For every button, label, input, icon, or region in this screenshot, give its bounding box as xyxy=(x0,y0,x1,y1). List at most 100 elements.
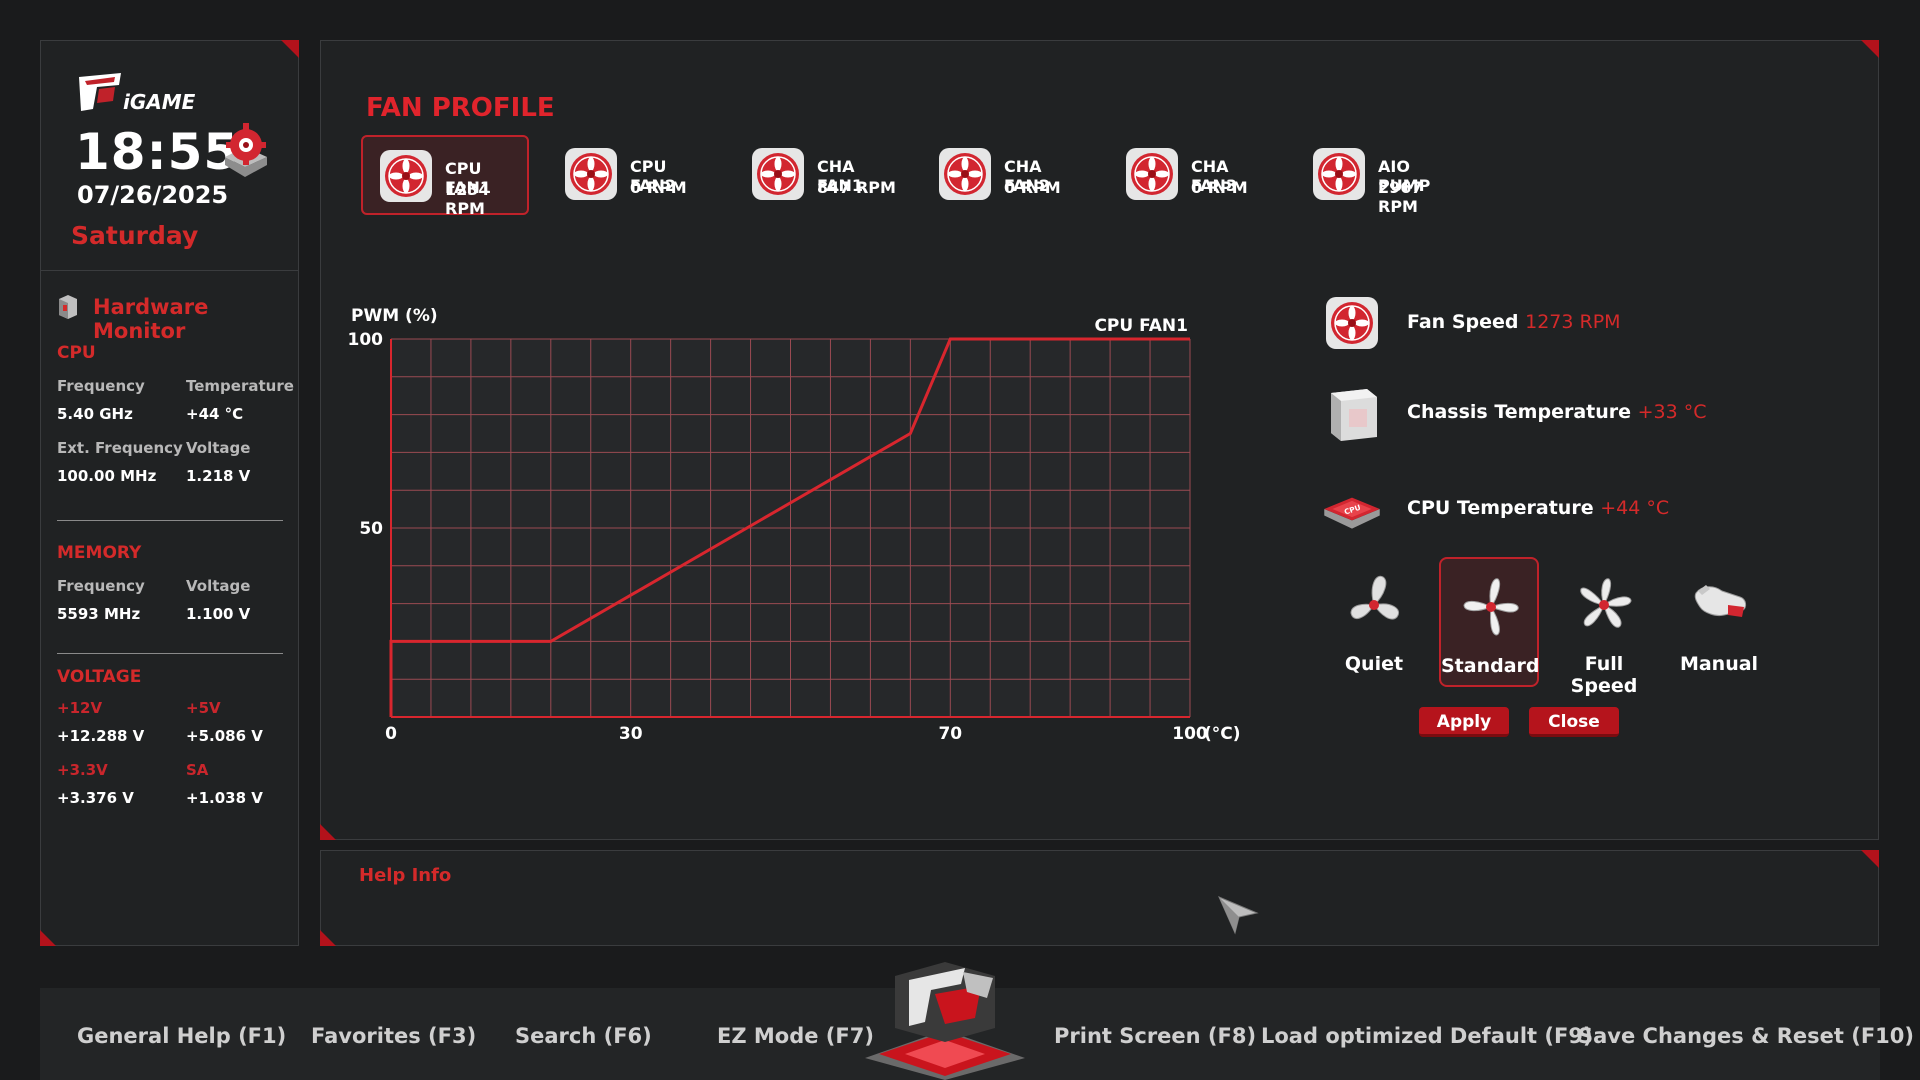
y-tick-label: 50 xyxy=(359,519,383,539)
quiet-fan-icon xyxy=(1350,575,1399,620)
hand-icon xyxy=(1694,585,1747,617)
print-screen-button[interactable]: Print Screen (F8) xyxy=(1054,1024,1257,1048)
fan-tab[interactable]: CPU FAN1 1234 RPM xyxy=(361,135,529,218)
cpu-frequency-value: 5.40 GHz xyxy=(57,405,133,423)
fan-speed-text: Fan Speed 1273 RPM xyxy=(1407,311,1621,333)
fan-speed-row: Fan Speed 1273 RPM xyxy=(1321,293,1741,353)
mode-full-speed[interactable]: Full Speed xyxy=(1554,557,1654,697)
fan-tab[interactable]: CHA FAN1 847 RPM xyxy=(735,135,903,215)
fan-tab[interactable]: AIO PUMP 2967 RPM xyxy=(1296,135,1464,216)
date-display: 07/26/2025 xyxy=(77,181,229,209)
fan-tab-rpm: 0 RPM xyxy=(1004,178,1061,197)
fan-profile-title: FAN PROFILE xyxy=(366,93,555,123)
v33-value: +3.376 V xyxy=(57,789,134,807)
x-tick-label: 100 xyxy=(1172,724,1208,744)
x-axis-label: (°C) xyxy=(1204,724,1241,744)
save-changes-reset-button[interactable]: Save Changes & Reset (F10) xyxy=(1578,1024,1914,1048)
series-line xyxy=(389,337,1190,717)
fan-tab-name: CPU FAN2 xyxy=(630,157,676,195)
fan-tab-name: CHA FAN3 xyxy=(1191,157,1237,195)
corner-accent xyxy=(281,40,299,58)
cpu-temperature-row: CPU CPU Temperature +44 °C xyxy=(1321,479,1741,539)
fan-tab[interactable]: CPU FAN2 0 RPM xyxy=(548,135,716,215)
memory-frequency-value: 5593 MHz xyxy=(57,605,141,623)
fan-tab-name: CHA FAN1 xyxy=(817,157,863,195)
memory-frequency-label: Frequency xyxy=(57,577,145,595)
fan-tab-rpm: 1234 RPM xyxy=(445,180,490,218)
fan-icon xyxy=(752,148,804,200)
apply-button[interactable]: Apply xyxy=(1419,707,1509,737)
v12-value: +12.288 V xyxy=(57,727,145,745)
fan-tab-rpm: 0 RPM xyxy=(630,178,687,197)
sidebar-panel: iGAME 18:55 07/26/2025 Saturday Hardware… xyxy=(40,40,299,946)
y-axis-label: PWM (%) xyxy=(351,306,438,326)
v5-value: +5.086 V xyxy=(186,727,263,745)
corner-accent xyxy=(320,930,336,946)
cpu-temperature-label: Temperature xyxy=(186,377,294,395)
weekday-display: Saturday xyxy=(71,221,199,250)
sa-value: +1.038 V xyxy=(186,789,263,807)
y-tick-label: 100 xyxy=(348,330,384,350)
fan-tab[interactable]: CHA FAN3 0 RPM xyxy=(1109,135,1277,215)
fan-icon xyxy=(565,148,617,200)
fan-icon xyxy=(1126,148,1178,200)
full-speed-fan-icon xyxy=(1580,578,1632,628)
igame-logo: iGAME xyxy=(79,73,196,114)
mode-manual[interactable]: Manual xyxy=(1669,557,1769,687)
clock-time: 18:55 xyxy=(75,123,240,181)
v12-label: +12V xyxy=(57,699,103,717)
corner-accent xyxy=(1861,40,1879,58)
cpu-frequency-label: Frequency xyxy=(57,377,145,395)
chassis-icon xyxy=(1331,389,1377,441)
voltage-section-title: VOLTAGE xyxy=(57,667,142,687)
fan-icon xyxy=(939,148,991,200)
gear-icon[interactable] xyxy=(217,123,273,181)
corner-accent xyxy=(320,824,336,840)
help-info-title: Help Info xyxy=(359,865,452,886)
fan-curve-chart[interactable]: 0 30 70 100 50 100 PWM (%) (°C) CPU FAN1 xyxy=(321,41,1880,841)
general-help-button[interactable]: General Help (F1) xyxy=(77,1024,287,1048)
standard-fan-icon xyxy=(1463,578,1519,636)
cpu-temperature-text: CPU Temperature +44 °C xyxy=(1407,497,1670,519)
mode-standard[interactable]: Standard xyxy=(1439,557,1540,687)
search-button[interactable]: Search (F6) xyxy=(515,1024,652,1048)
mode-standard-label: Standard xyxy=(1441,655,1540,677)
mode-manual-label: Manual xyxy=(1679,653,1759,675)
ez-mode-button[interactable]: EZ Mode (F7) xyxy=(717,1024,874,1048)
fan-tab-name: CPU FAN1 xyxy=(445,159,491,197)
fan-icon xyxy=(1313,148,1365,200)
mode-full-speed-label: Full Speed xyxy=(1570,653,1638,697)
fan-tab[interactable]: CHA FAN2 0 RPM xyxy=(922,135,1090,215)
fan-tab-name: AIO PUMP xyxy=(1378,157,1431,195)
x-tick-label: 0 xyxy=(385,724,397,744)
hardware-monitor-title: Hardware Monitor xyxy=(93,295,209,343)
close-button[interactable]: Close xyxy=(1529,707,1619,737)
fan-tab-name: CHA FAN2 xyxy=(1004,157,1050,195)
cpu-ext-frequency-value: 100.00 MHz xyxy=(57,467,157,485)
fan-icon xyxy=(1326,297,1378,349)
chassis-temperature-text: Chassis Temperature +33 °C xyxy=(1407,401,1707,423)
cpu-section-title: CPU xyxy=(57,343,96,363)
fan-profile-panel: FAN PROFILE CPU FAN1 1234 RPM CPU FAN2 0 RP… xyxy=(320,40,1879,840)
v5-label: +5V xyxy=(186,699,221,717)
igame-emblem-logo xyxy=(865,962,1025,1080)
mode-quiet[interactable]: Quiet xyxy=(1324,557,1424,687)
series-label: CPU FAN1 xyxy=(1094,316,1188,336)
cpu-ext-frequency-label: Ext. Frequency xyxy=(57,439,183,457)
corner-accent xyxy=(40,930,56,946)
svg-text:iGAME: iGAME xyxy=(123,90,196,114)
divider xyxy=(41,270,298,271)
cpu-temperature-value: +44 °C xyxy=(186,405,244,423)
separator xyxy=(57,520,283,521)
v33-label: +3.3V xyxy=(57,761,108,779)
corner-accent xyxy=(1861,850,1879,868)
load-optimized-default-button[interactable]: Load optimized Default (F9) xyxy=(1261,1024,1593,1048)
fan-tab-rpm: 2967 RPM xyxy=(1378,178,1423,216)
cpu-chip-icon: CPU xyxy=(1324,497,1380,529)
mode-quiet-label: Quiet xyxy=(1344,653,1404,675)
mouse-cursor-icon xyxy=(1218,896,1259,935)
hardware-monitor-icon xyxy=(59,295,77,319)
help-info-panel: Help Info xyxy=(320,850,1879,946)
favorites-button[interactable]: Favorites (F3) xyxy=(311,1024,477,1048)
cpu-voltage-value: 1.218 V xyxy=(186,467,251,485)
